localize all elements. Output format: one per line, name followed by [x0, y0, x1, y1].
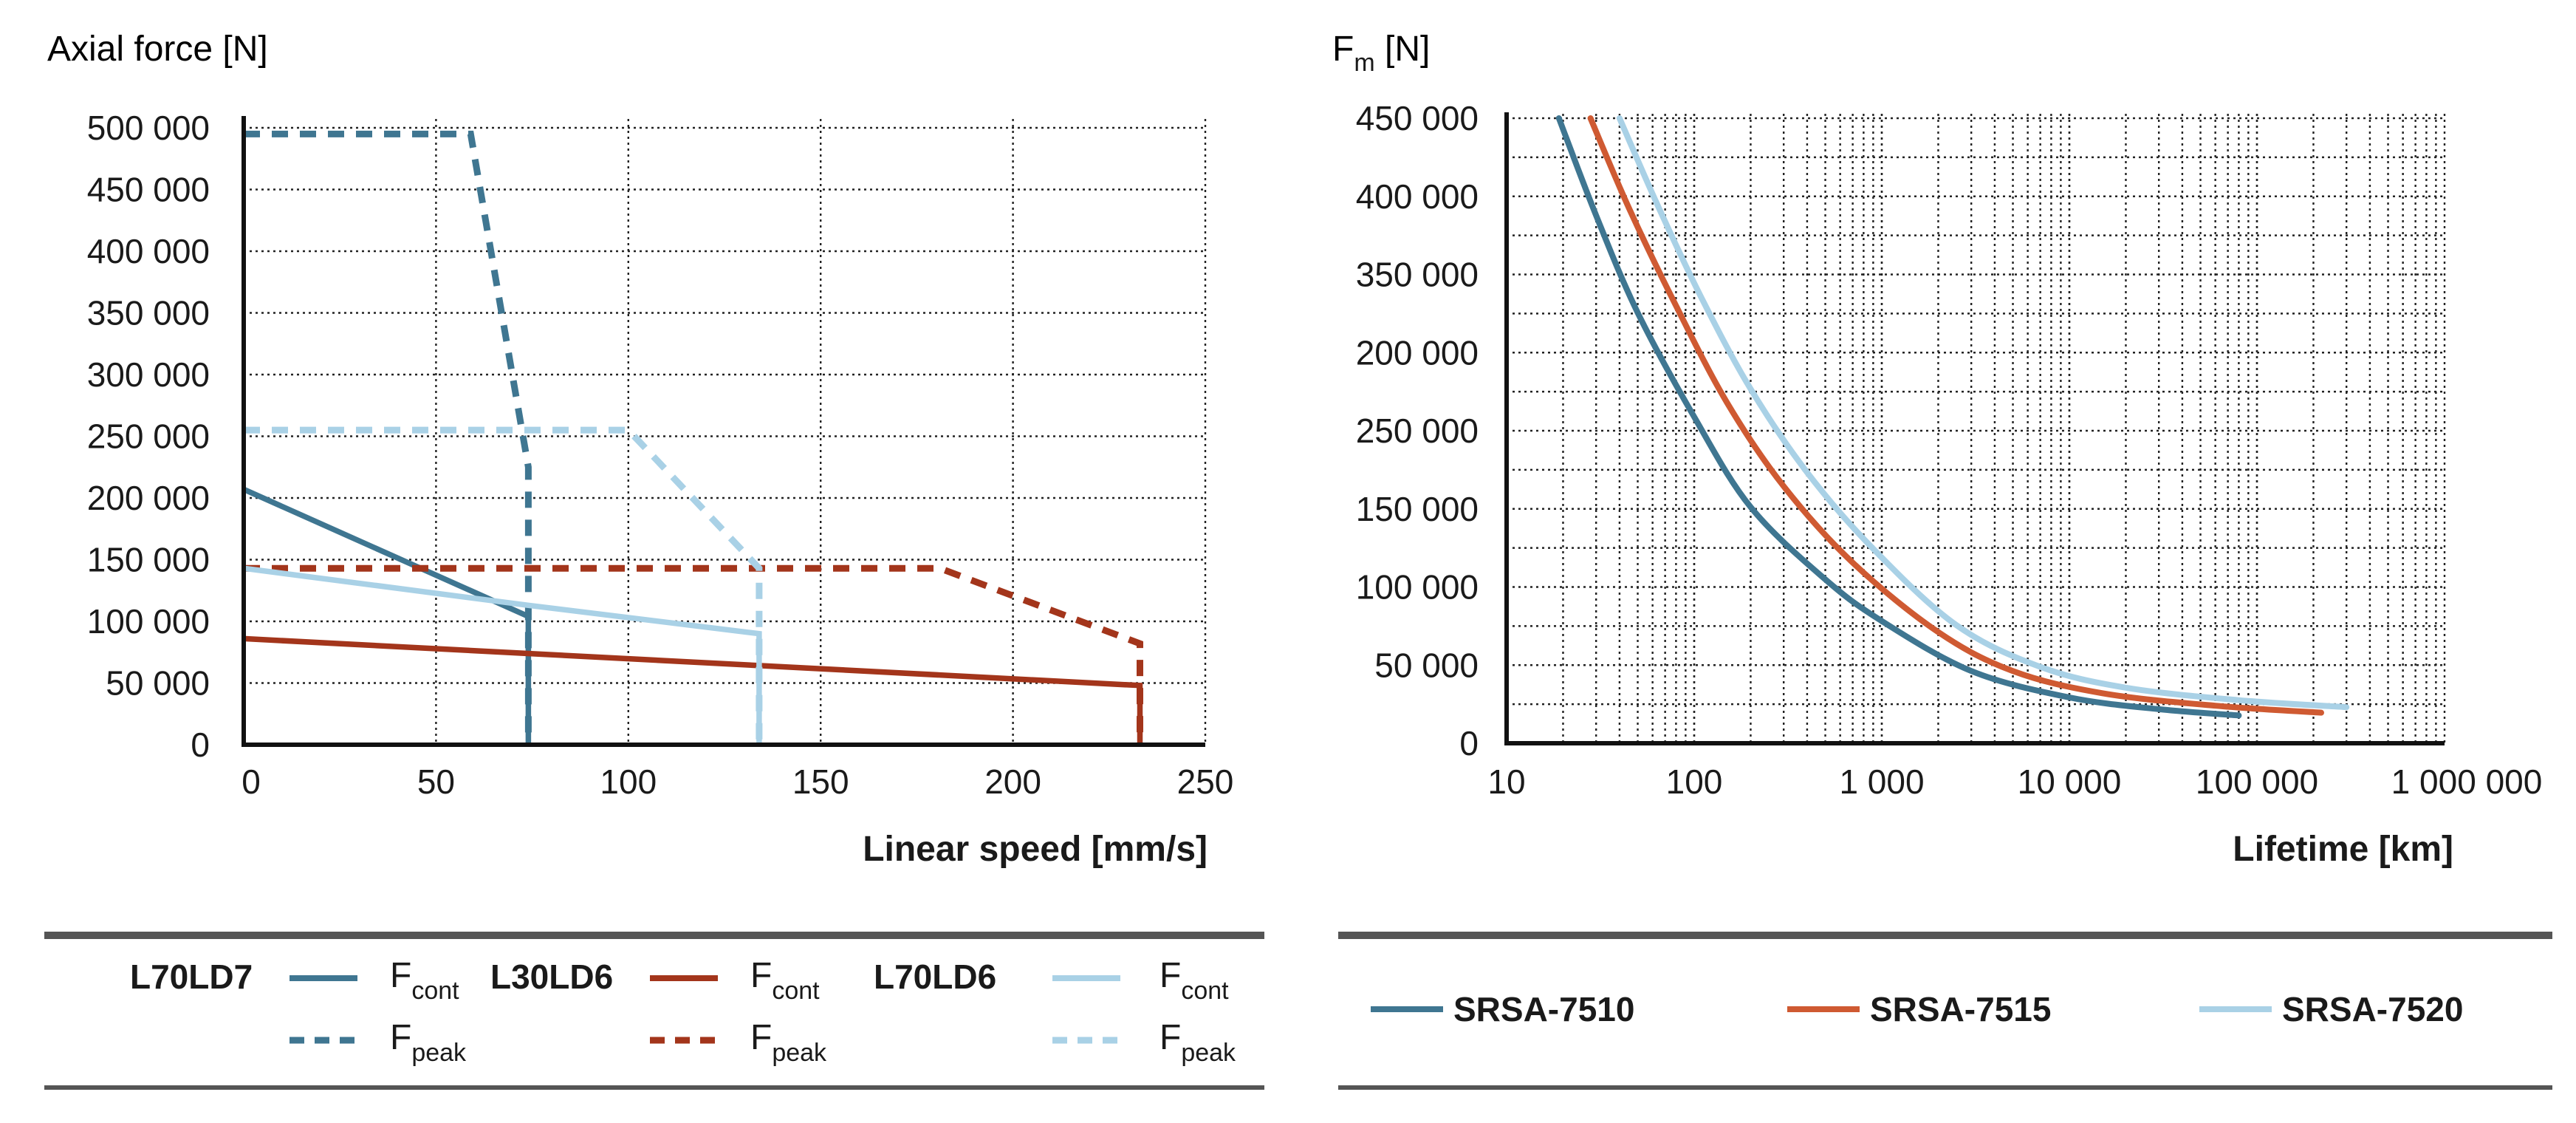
legend-f-symbol: F [1159, 956, 1181, 995]
right-legend-label: SRSA-7510 [1453, 990, 1634, 1028]
left-legend-cont-label: Fcont [390, 956, 459, 1005]
left-ytick-label: 100 000 [87, 602, 210, 641]
right-chart-series [1555, 115, 2350, 719]
right-ytick-label: 400 000 [1356, 177, 1479, 216]
right-chart-ticks: 10 100 1 000 10 000 100 000 1 000 000 0 50 000 1… [1356, 99, 2543, 801]
left-series-L70LD6-F_cont [243, 565, 762, 745]
right-series-SRSA-7510 [1555, 115, 2242, 719]
legend-f-symbol: F [390, 1018, 411, 1057]
right-xtick-label: 100 [1666, 762, 1723, 801]
right-series-SRSA-7520 [1616, 115, 2350, 711]
right-series-SRSA-7515 [1587, 115, 2324, 716]
right-xtick-label: 100 000 [2196, 762, 2318, 801]
left-legend-peak-label: Fpeak [1159, 1018, 1236, 1067]
legend-f-symbol: F [1159, 1018, 1181, 1057]
left-legend-cont-label: Fcont [750, 956, 820, 1005]
right-xtick-label: 1 000 000 [2391, 762, 2543, 801]
left-chart: Axial force [N] 0 50 100 150 200 250 0 50 000 10… [47, 30, 1233, 869]
left-legend-group-name: L70LD7 [130, 958, 253, 996]
right-ytick-label: 250 000 [1356, 412, 1479, 450]
right-xtick-label: 10 000 [2018, 762, 2122, 801]
left-legend-group-name: L70LD6 [874, 958, 996, 996]
legend-cont-sub: cont [1181, 977, 1229, 1005]
right-chart-title-main: F [1332, 30, 1354, 69]
right-ytick-label: 450 000 [1356, 99, 1479, 137]
left-ytick-label: 50 000 [106, 664, 210, 703]
left-chart-xlabel: Linear speed [mm/s] [863, 830, 1208, 869]
legend-peak-sub: peak [772, 1039, 827, 1067]
left-xtick-label: 200 [984, 762, 1041, 801]
right-ytick-label: 0 [1459, 724, 1479, 762]
right-ytick-label: 350 000 [1356, 256, 1479, 294]
left-ytick-label: 400 000 [87, 232, 210, 270]
right-legend-label: SRSA-7520 [2282, 990, 2463, 1028]
left-chart-axes [242, 116, 1205, 747]
left-series-L30LD6-F_peak [244, 564, 1143, 745]
left-legend-peak-label: Fpeak [390, 1018, 467, 1067]
right-xtick-label: 10 [1487, 762, 1525, 801]
right-chart-title-unit: [N] [1375, 30, 1431, 69]
right-ytick-label: 200 000 [1356, 333, 1479, 372]
right-chart-xlabel: Lifetime [km] [2233, 830, 2453, 869]
legend-cont-sub: cont [411, 977, 459, 1005]
left-chart-ticks: 0 50 100 150 200 250 0 50 000 100 000 150 000 200 … [87, 109, 1234, 801]
right-chart-title: Fm [N] [1332, 30, 1430, 77]
left-ytick-label: 350 000 [87, 294, 210, 332]
legend-f-symbol: F [390, 956, 411, 995]
left-chart-series [242, 130, 1143, 745]
left-series-L30LD6-F_cont [243, 635, 1143, 745]
right-legend-label: SRSA-7515 [1870, 990, 2051, 1028]
legend-f-symbol: F [750, 956, 772, 995]
right-chart-grid [1507, 114, 2446, 743]
left-ytick-label: 500 000 [87, 109, 210, 147]
left-xtick-label: 250 [1177, 762, 1234, 801]
left-ytick-label: 450 000 [87, 171, 210, 209]
left-series-L70LD6-F_peak [244, 426, 763, 745]
right-ytick-label: 150 000 [1356, 490, 1479, 528]
right-legend: SRSA-7510 SRSA-7515 SRSA-7520 [1338, 932, 2552, 1090]
left-xtick-label: 100 [600, 762, 657, 801]
legend-peak-sub: peak [411, 1039, 467, 1067]
legend-f-symbol: F [750, 1018, 772, 1057]
left-ytick-label: 0 [191, 726, 210, 764]
legend-cont-sub: cont [772, 977, 820, 1005]
left-legend-peak-label: Fpeak [750, 1018, 827, 1067]
right-ytick-label: 100 000 [1356, 568, 1479, 607]
left-legend-cont-label: Fcont [1159, 956, 1229, 1005]
right-xtick-label: 1 000 [1839, 762, 1924, 801]
right-chart-title-sub: m [1354, 49, 1374, 77]
right-chart: Fm [N] 10 100 1 000 10 000 100 000 1 000 000 0… [1332, 30, 2542, 869]
left-ytick-label: 250 000 [87, 417, 210, 456]
left-xtick-label: 150 [792, 762, 849, 801]
left-chart-title: Axial force [N] [47, 30, 268, 69]
left-ytick-label: 150 000 [87, 541, 210, 579]
right-ytick-label: 50 000 [1374, 646, 1479, 684]
left-ytick-label: 300 000 [87, 355, 210, 394]
left-legend-group-name: L30LD6 [490, 958, 613, 996]
left-series-L70LD7-F_cont [242, 486, 532, 745]
right-chart-axes [1504, 112, 2445, 745]
left-xtick-label: 50 [417, 762, 455, 801]
left-ytick-label: 200 000 [87, 479, 210, 517]
left-xtick-label: 0 [242, 762, 261, 801]
legend-peak-sub: peak [1181, 1039, 1236, 1067]
